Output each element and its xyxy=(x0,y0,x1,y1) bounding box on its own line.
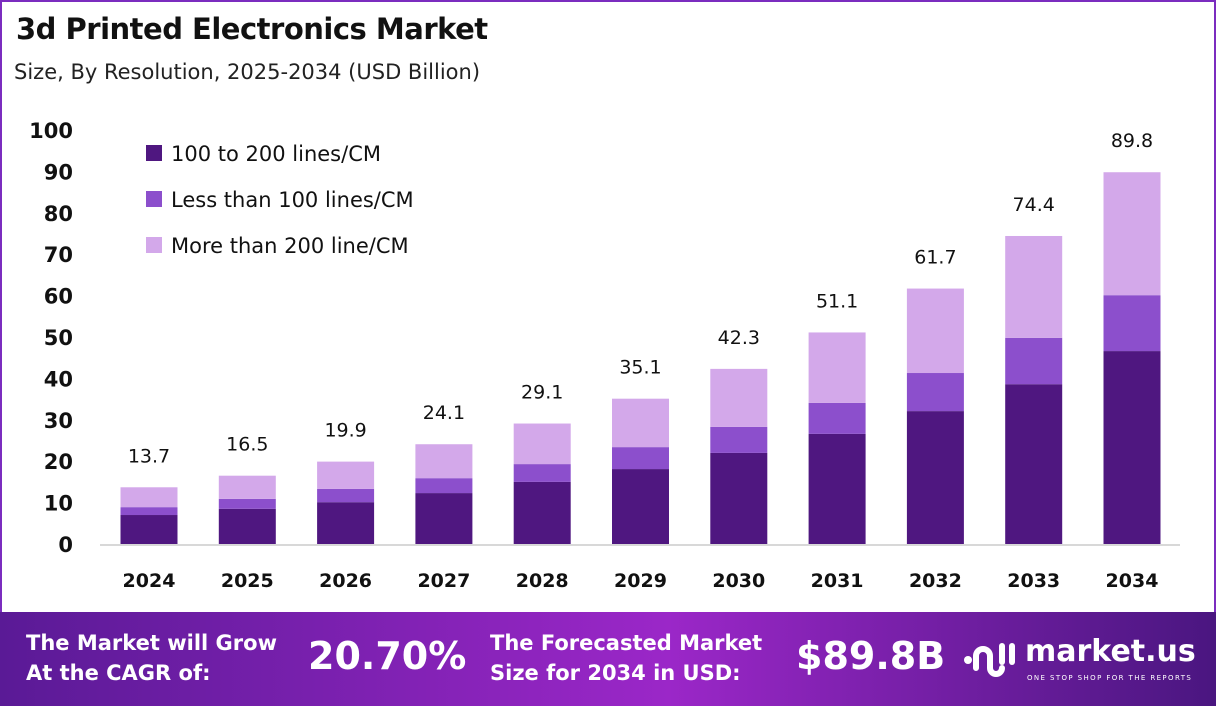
legend-label-1: 100 to 200 lines/CM xyxy=(171,142,381,166)
total-data-label: 35.1 xyxy=(619,357,661,379)
y-tick-label: 90 xyxy=(44,160,73,184)
bar-segment-3 xyxy=(513,423,571,465)
bar-segment-1 xyxy=(1005,384,1063,544)
x-tick-label: 2033 xyxy=(1007,570,1060,592)
y-tick-label: 50 xyxy=(44,326,73,350)
bar-segment-2 xyxy=(218,498,276,509)
bar-segment-1 xyxy=(906,411,964,544)
bar-segment-3 xyxy=(1005,235,1063,338)
logo-tagline: ONE STOP SHOP FOR THE REPORTS xyxy=(1027,674,1193,682)
legend-label-2: Less than 100 lines/CM xyxy=(171,188,414,212)
bar-segment-2 xyxy=(612,447,669,470)
bar-segment-1 xyxy=(808,433,866,544)
cagr-value: 20.70% xyxy=(308,634,467,678)
bar-segment-2 xyxy=(710,426,768,453)
total-data-label: 19.9 xyxy=(324,420,366,442)
total-data-label: 74.4 xyxy=(1013,194,1055,216)
y-tick-label: 20 xyxy=(44,450,73,474)
total-data-label: 24.1 xyxy=(423,402,465,424)
total-data-label: 29.1 xyxy=(521,382,563,404)
y-tick-label: 40 xyxy=(44,367,73,391)
x-tick-label: 2025 xyxy=(221,570,274,592)
forecast-value: $89.8B xyxy=(796,634,946,678)
x-tick-label: 2032 xyxy=(909,570,962,592)
market-us-logo-icon xyxy=(964,643,1015,677)
x-tick-label: 2030 xyxy=(712,570,765,592)
bar-segment-3 xyxy=(808,332,866,403)
y-tick-label: 80 xyxy=(44,202,73,226)
bar-segment-1 xyxy=(218,508,276,544)
chart-subtitle: Size, By Resolution, 2025-2034 (USD Bill… xyxy=(14,60,481,84)
bar-segment-1 xyxy=(120,515,178,544)
total-data-label: 51.1 xyxy=(816,290,858,312)
bar-segment-2 xyxy=(317,488,375,503)
y-tick-label: 10 xyxy=(44,492,73,516)
stacked-bar-chart: 010203040506070809010013.7202416.5202519… xyxy=(29,119,1180,592)
cagr-label-line1: The Market will Grow xyxy=(26,631,277,655)
total-data-label: 42.3 xyxy=(718,327,760,349)
x-tick-label: 2031 xyxy=(811,570,864,592)
forecast-label-line2: Size for 2034 in USD: xyxy=(490,661,741,685)
chart-title: 3d Printed Electronics Market xyxy=(16,12,488,46)
legend-swatch-3 xyxy=(146,237,162,253)
bar-segment-3 xyxy=(120,487,178,508)
bar-segment-3 xyxy=(612,398,669,448)
total-data-label: 16.5 xyxy=(226,434,268,456)
bar-segment-1 xyxy=(513,481,571,544)
bar-segment-1 xyxy=(1103,351,1161,544)
forecast-label-line1: The Forecasted Market xyxy=(490,631,763,655)
bar-segment-3 xyxy=(710,368,768,427)
forecast-label: The Forecasted Market Size for 2034 in U… xyxy=(490,628,762,688)
x-tick-label: 2027 xyxy=(417,570,470,592)
bar-segment-1 xyxy=(317,502,375,544)
legend-swatch-2 xyxy=(146,191,162,207)
bar-segment-2 xyxy=(415,478,473,494)
legend-swatch-1 xyxy=(146,145,162,161)
bar-segment-3 xyxy=(906,288,964,374)
bar-segment-1 xyxy=(710,452,768,544)
cagr-label-line2: At the CAGR of: xyxy=(26,661,211,685)
x-tick-label: 2024 xyxy=(123,570,176,592)
y-tick-label: 0 xyxy=(58,533,73,557)
bar-segment-2 xyxy=(120,507,178,516)
bar-segment-1 xyxy=(612,469,669,544)
y-tick-label: 60 xyxy=(44,285,73,309)
bar-segment-2 xyxy=(513,464,571,482)
y-tick-label: 70 xyxy=(44,243,73,267)
cagr-label: The Market will Grow At the CAGR of: xyxy=(26,628,277,688)
bar-segment-2 xyxy=(1103,295,1161,352)
x-tick-label: 2026 xyxy=(319,570,372,592)
total-data-label: 61.7 xyxy=(914,247,956,269)
x-tick-label: 2029 xyxy=(614,570,667,592)
bar-segment-3 xyxy=(415,444,473,479)
bar-segment-3 xyxy=(218,475,276,499)
x-tick-label: 2034 xyxy=(1106,570,1159,592)
y-tick-label: 100 xyxy=(29,119,73,143)
total-data-label: 13.7 xyxy=(128,445,170,467)
total-data-label: 89.8 xyxy=(1111,130,1153,152)
summary-banner: The Market will Grow At the CAGR of: 20.… xyxy=(0,612,1216,706)
x-tick-label: 2028 xyxy=(516,570,569,592)
bar-segment-3 xyxy=(317,461,375,489)
bar-segment-2 xyxy=(1005,337,1063,385)
bar-segment-2 xyxy=(906,373,964,412)
bar-segment-3 xyxy=(1103,172,1161,296)
logo-name: market.us xyxy=(1025,634,1196,669)
bar-segment-1 xyxy=(415,493,473,544)
legend-label-3: More than 200 line/CM xyxy=(171,234,409,258)
y-tick-label: 30 xyxy=(44,409,73,433)
bar-segment-2 xyxy=(808,402,866,434)
